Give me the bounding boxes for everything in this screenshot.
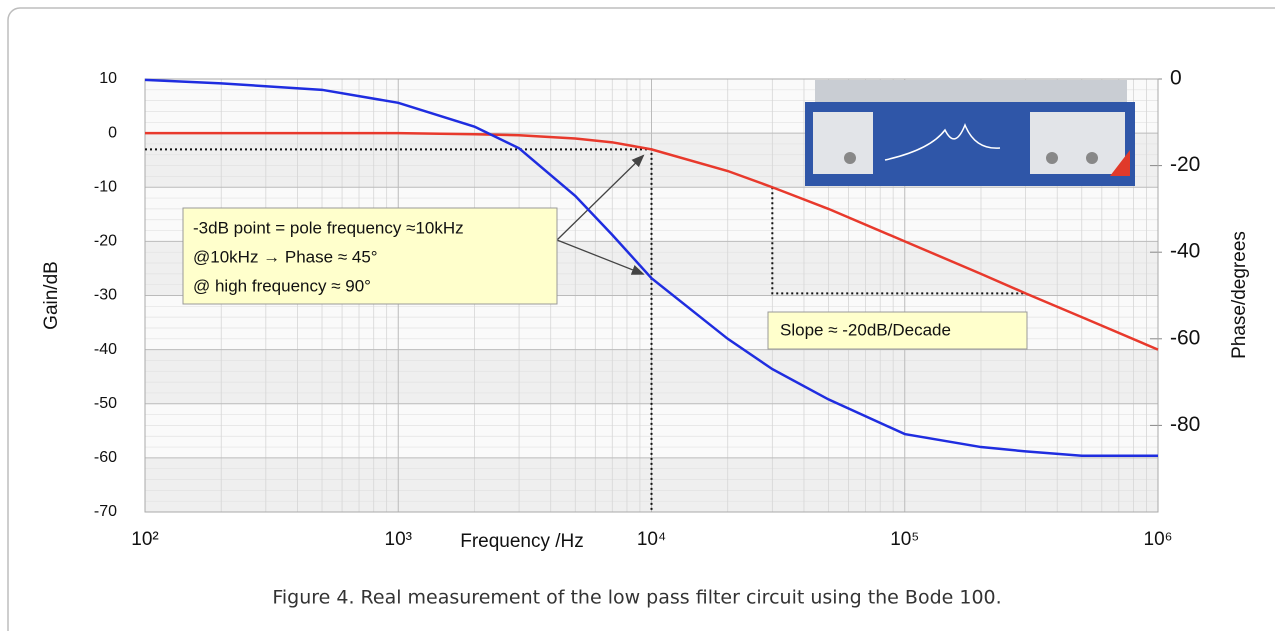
y2-tick-label: -20 [1170,153,1200,176]
annotation-text: Slope ≈ -20dB/Decade [780,320,951,339]
annotation-text: -3dB point = pole frequency ≈10kHz [193,218,464,237]
arrow [556,239,645,275]
y-tick-label: -30 [94,287,117,304]
y-tick-label: -40 [94,341,117,358]
y2-tick-label: -60 [1170,326,1200,349]
y-tick-label: -50 [94,395,117,412]
annotation-layer: -3dB point = pole frequency ≈10kHz @10kHz… [145,148,1028,512]
y-tick-label: -20 [94,233,117,250]
x-tick-label: 10² [131,529,158,550]
y-tick-label: -10 [94,178,117,195]
caption: Figure 4. Real measurement of the low pa… [272,587,1001,609]
device-graphic [884,122,1001,161]
x-tick-label: 10⁴ [637,529,666,550]
annotation-text: @10kHz → Phase ≈ 45° [193,247,378,266]
data-line [145,131,1159,351]
device-knob [1046,152,1058,164]
annotation-text: @ high frequency ≈ 90° [193,276,371,295]
y-tick-label: -60 [94,449,117,466]
arrow [556,154,645,241]
device-knob [1086,152,1098,164]
x-tick-label: 10⁵ [890,529,919,550]
x-axis-label: Frequency /Hz [460,531,584,552]
device-logo [1110,150,1130,176]
y2-tick-label: 0 [1170,67,1182,90]
y-tick-label: 10 [99,70,117,87]
x-tick-label: 10⁶ [1144,529,1173,550]
y-axis-label: Gain/dB [41,261,62,330]
y2-tick-label: -40 [1170,240,1200,263]
lines [144,78,1159,457]
x-tick-label: 10³ [385,529,412,550]
device-image [805,80,1135,186]
device-panel [1030,112,1125,174]
device-knob [844,152,856,164]
annotation-box [767,311,1028,350]
y2-axis-label: Phase/degrees [1229,231,1250,359]
annotation-box [182,207,558,305]
data-line [144,78,1158,457]
y-tick-label: -70 [94,503,117,520]
y2-tick-label: -80 [1170,413,1200,436]
y-tick-label: 0 [108,124,117,141]
device-top [815,80,1127,104]
device-panel [813,112,873,174]
slope-guide [771,187,1026,295]
plot-frame [144,78,1159,513]
